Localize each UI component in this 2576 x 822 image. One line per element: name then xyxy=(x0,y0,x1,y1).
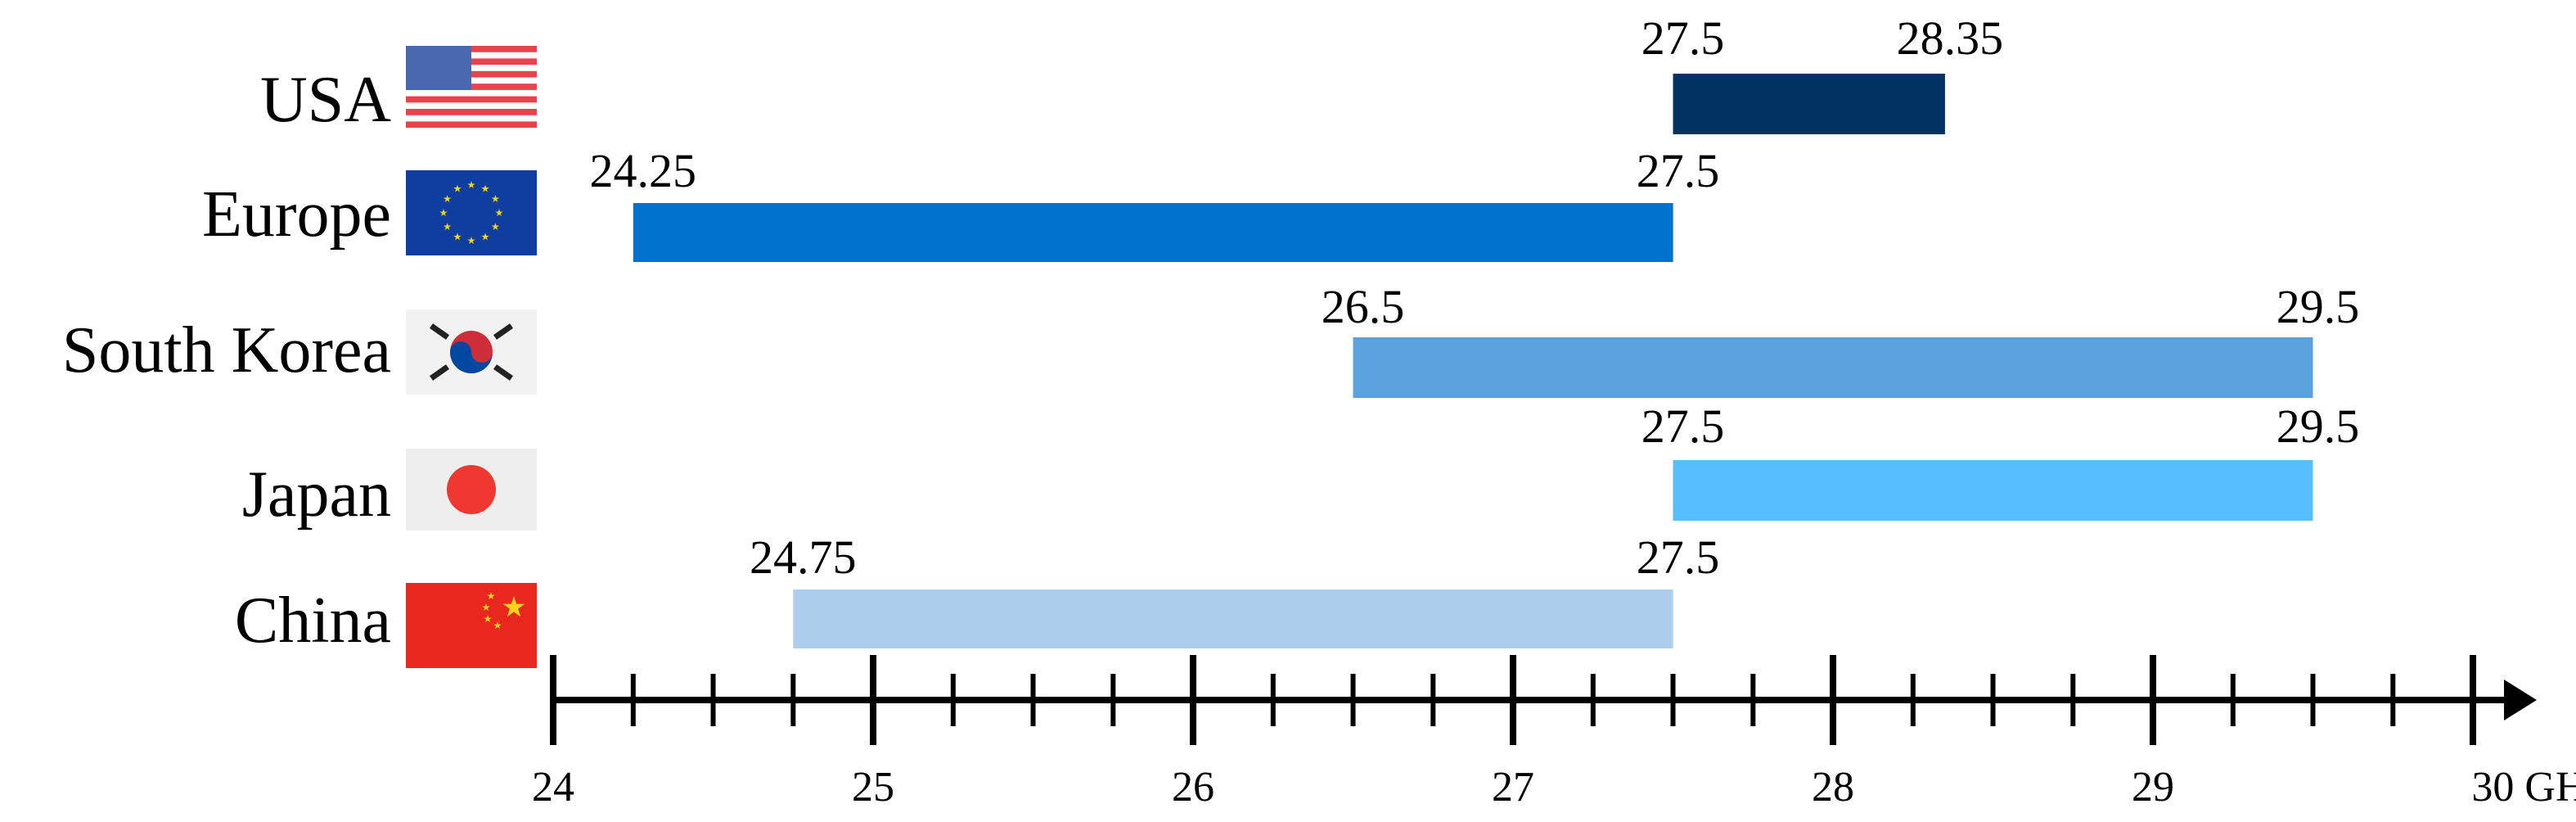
bar-japan xyxy=(1673,460,2313,521)
bar-start-label-usa: 27.5 xyxy=(1642,11,1725,65)
bar-end-label-europe: 27.5 xyxy=(1637,144,1720,197)
south-korea-flag-icon xyxy=(406,309,537,395)
bar-end-label-japan: 29.5 xyxy=(2277,400,2360,453)
tick-label: 27 xyxy=(1492,764,1534,811)
bar-start-label-china: 24.75 xyxy=(750,531,857,584)
bar-start-label-south-korea: 26.5 xyxy=(1322,280,1405,333)
row-label-usa: USA xyxy=(260,64,391,136)
bar-end-label-south-korea: 29.5 xyxy=(2277,280,2360,333)
bar-china xyxy=(793,589,1673,648)
tick-label: 30 GHz xyxy=(2471,764,2576,811)
tick-label: 29 xyxy=(2132,764,2174,811)
tick-label: 28 xyxy=(1812,764,1854,811)
row-label-europe: Europe xyxy=(202,178,391,251)
tick-label: 24 xyxy=(532,764,574,811)
row-label-japan: Japan xyxy=(242,458,391,531)
china-flag-icon xyxy=(406,583,537,668)
bar-usa xyxy=(1673,74,1945,134)
axis-arrow-icon xyxy=(2504,680,2537,720)
row-label-china: China xyxy=(235,585,391,657)
tick-label: 25 xyxy=(852,764,894,811)
row-label-south-korea: South Korea xyxy=(62,314,391,386)
bar-start-label-europe: 24.25 xyxy=(590,144,697,197)
bar-start-label-japan: 27.5 xyxy=(1642,400,1725,453)
bar-end-label-china: 27.5 xyxy=(1637,531,1720,584)
bar-europe xyxy=(633,203,1673,262)
tick-label: 26 xyxy=(1172,764,1214,811)
bar-south-korea xyxy=(1353,337,2313,398)
japan-flag-icon xyxy=(406,449,537,531)
bar-group: 27.5 28.35 24.25 27.5 26.5 29.5 27.5 29.5 24.75 2… xyxy=(590,11,2360,648)
frequency-axis: 24 25 26 27 28 29 30 GHz xyxy=(532,655,2576,811)
eu-flag-icon xyxy=(406,170,537,255)
usa-flag-icon xyxy=(406,46,537,128)
bar-end-label-usa: 28.35 xyxy=(1897,11,2004,65)
